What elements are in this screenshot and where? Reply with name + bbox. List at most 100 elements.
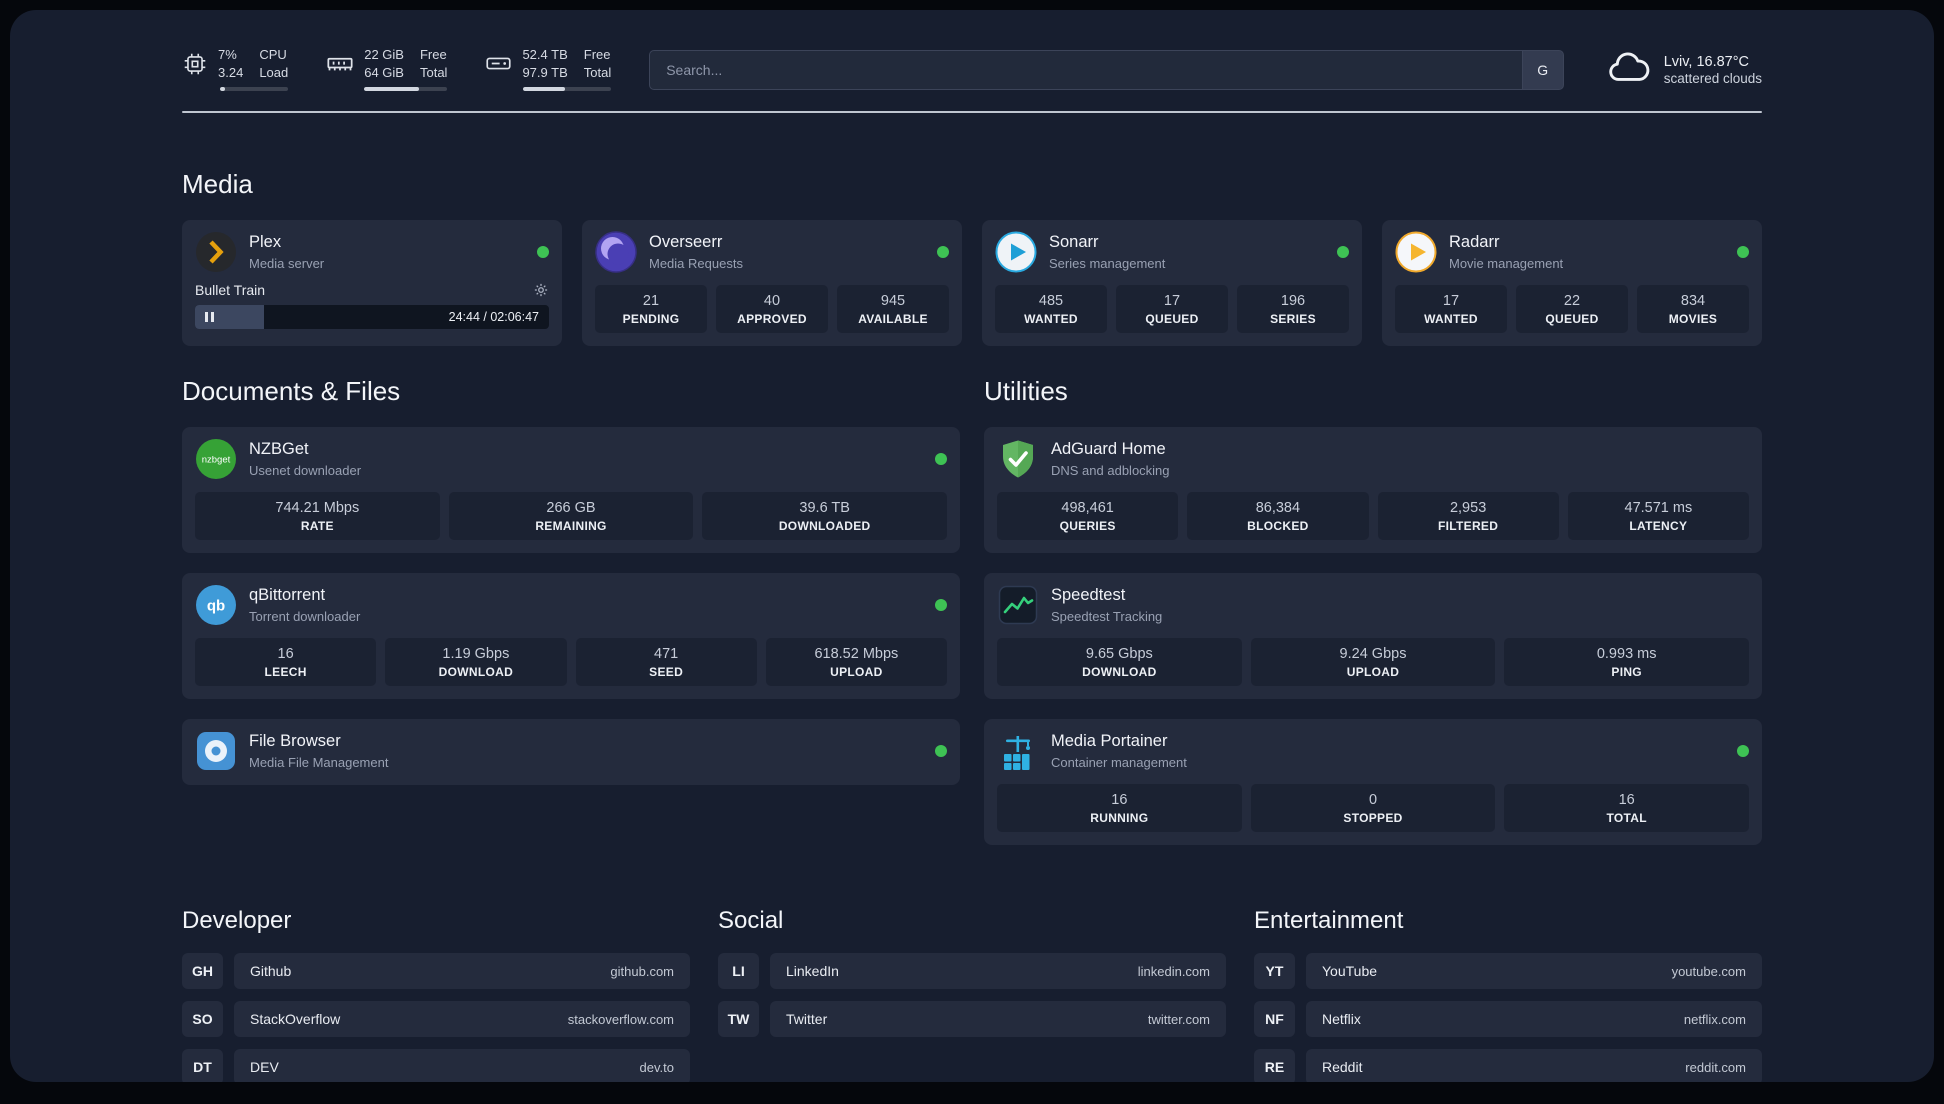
bookmark-abbr[interactable]: YT <box>1254 953 1295 989</box>
bookmark-link-stackoverflow[interactable]: StackOverflow stackoverflow.com <box>234 1001 690 1037</box>
bookmark-row: GH Github github.com <box>182 953 690 989</box>
ram-progress-track <box>364 87 448 92</box>
cpu-load-label: Load <box>259 64 289 80</box>
bookmark-group-title: Social <box>718 907 784 934</box>
status-dot <box>935 599 947 611</box>
cpu-label: CPU <box>259 46 287 62</box>
playback-progress-bar[interactable]: 24:44 / 02:06:47 <box>195 305 549 329</box>
app-name: Overseerr <box>649 233 723 252</box>
stat-label: QUEUED <box>1545 312 1599 326</box>
stat-value: 16 <box>277 646 294 662</box>
bookmark-row: NF Netflix netflix.com <box>1254 1001 1762 1037</box>
bookmark-name: Reddit <box>1322 1059 1363 1075</box>
bookmark-link-twitter[interactable]: Twitter twitter.com <box>770 1001 1226 1037</box>
stat-value: 16 <box>1111 792 1128 808</box>
speedtest-icon <box>997 584 1039 626</box>
stat-tile: 9.65 Gbps DOWNLOAD <box>997 638 1242 686</box>
stat-label: RATE <box>300 519 334 533</box>
app-subtitle: DNS and adblocking <box>1051 462 1170 478</box>
stat-value: 17 <box>1442 293 1460 309</box>
app-card-qbittorrent[interactable]: qb qBittorrent Torrent downloader 16 LEE… <box>182 573 960 699</box>
bookmark-abbr[interactable]: TW <box>718 1001 759 1037</box>
bookmark-link-reddit[interactable]: Reddit reddit.com <box>1306 1049 1762 1082</box>
app-card-overseerr[interactable]: Overseerr Media Requests 21 PENDING 40 A… <box>582 220 962 346</box>
gear-icon[interactable] <box>533 282 549 298</box>
bookmark-abbr[interactable]: LI <box>718 953 759 989</box>
stat-label: TOTAL <box>1606 811 1647 825</box>
stat-tile: 21 PENDING <box>595 285 707 333</box>
section-title-utilities: Utilities <box>984 376 1068 406</box>
bookmark-link-github[interactable]: Github github.com <box>234 953 690 989</box>
stat-value: 266 GB <box>546 500 596 516</box>
search-shortcut-button[interactable]: G <box>1521 49 1564 90</box>
bookmark-link-netflix[interactable]: Netflix netflix.com <box>1306 1001 1762 1037</box>
bookmark-url: linkedin.com <box>1137 963 1210 979</box>
bookmark-url: stackoverflow.com <box>567 1011 674 1027</box>
bookmark-abbr[interactable]: SO <box>182 1001 223 1037</box>
stat-value: 9.65 Gbps <box>1085 646 1153 662</box>
app-subtitle: Torrent downloader <box>249 608 361 624</box>
disk-usage-widget: 52.4 TB 97.9 TB Free Total <box>485 46 612 93</box>
documents-column: Documents & Files nzbget NZBGet Usenet d… <box>182 376 960 785</box>
app-card-portainer[interactable]: Media Portainer Container management 16 … <box>984 719 1762 845</box>
sonarr-icon <box>995 231 1037 273</box>
bookmark-group-title: Developer <box>182 907 292 934</box>
app-card-nzbget[interactable]: nzbget NZBGet Usenet downloader 744.21 M… <box>182 427 960 553</box>
weather-condition: scattered clouds <box>1663 70 1762 86</box>
app-name: File Browser <box>249 732 341 751</box>
app-card-speedtest[interactable]: Speedtest Speedtest Tracking 9.65 Gbps D… <box>984 573 1762 699</box>
stat-label: PING <box>1611 665 1642 679</box>
app-card-plex[interactable]: Plex Media server Bullet Train 24:44 / 0… <box>182 220 562 346</box>
disk-icon <box>485 50 512 77</box>
app-card-filebrowser[interactable]: File Browser Media File Management <box>182 719 960 785</box>
bookmark-group-entertainment: Entertainment YT YouTube youtube.com NF … <box>1254 907 1762 1082</box>
search-input[interactable] <box>649 49 1522 90</box>
two-column-area: Documents & Files nzbget NZBGet Usenet d… <box>182 376 1762 845</box>
app-card-radarr[interactable]: Radarr Movie management 17 WANTED 22 QUE… <box>1382 220 1762 346</box>
stat-value: 945 <box>880 293 906 309</box>
bookmark-abbr[interactable]: DT <box>182 1049 223 1082</box>
bookmark-name: Netflix <box>1322 1011 1361 1027</box>
disk-total-value: 97.9 TB <box>522 64 568 80</box>
bookmark-abbr[interactable]: RE <box>1254 1049 1295 1082</box>
bookmark-abbr[interactable]: GH <box>182 953 223 989</box>
disk-progress-track <box>523 87 612 92</box>
stat-label: WANTED <box>1424 312 1478 326</box>
disk-progress-fill <box>523 87 565 92</box>
stat-tile: 16 LEECH <box>195 638 377 686</box>
disk-total-label: Total <box>583 64 612 80</box>
topbar-divider <box>182 111 1762 113</box>
stat-label: LEECH <box>264 665 307 679</box>
search-bar: G <box>649 49 1564 90</box>
bookmark-group-social: Social LI LinkedIn linkedin.com TW Twitt… <box>718 907 1226 1082</box>
plex-icon <box>195 231 237 273</box>
stat-tile: 196 SERIES <box>1237 285 1349 333</box>
weather-location: Lviv, 16.87°C <box>1663 53 1750 70</box>
cpu-percent: 7% <box>218 46 237 62</box>
app-subtitle: Media Requests <box>649 255 743 271</box>
app-card-sonarr[interactable]: Sonarr Series management 485 WANTED 17 Q… <box>982 220 1362 346</box>
stat-tile: 17 QUEUED <box>1116 285 1228 333</box>
bookmark-name: StackOverflow <box>250 1011 341 1027</box>
cloud-icon <box>1606 44 1652 95</box>
bookmark-link-linkedin[interactable]: LinkedIn linkedin.com <box>770 953 1226 989</box>
bookmark-name: YouTube <box>1322 963 1378 979</box>
stat-label: QUEUED <box>1145 312 1199 326</box>
stat-label: FILTERED <box>1438 519 1499 533</box>
stat-tile: 0 STOPPED <box>1250 784 1496 832</box>
stat-value: 471 <box>654 646 679 662</box>
stat-tile: 834 MOVIES <box>1637 285 1749 333</box>
stat-label: WANTED <box>1024 312 1078 326</box>
bookmark-link-youtube[interactable]: YouTube youtube.com <box>1306 953 1762 989</box>
bookmark-link-dev[interactable]: DEV dev.to <box>234 1049 690 1082</box>
app-card-adguard[interactable]: AdGuard Home DNS and adblocking 498,461 … <box>984 427 1762 553</box>
bookmark-abbr[interactable]: NF <box>1254 1001 1295 1037</box>
stat-value: 0.993 ms <box>1596 646 1657 662</box>
stat-value: 9.24 Gbps <box>1339 646 1407 662</box>
pause-icon[interactable] <box>205 312 214 322</box>
bookmark-name: DEV <box>250 1059 279 1075</box>
bookmark-row: RE Reddit reddit.com <box>1254 1049 1762 1082</box>
ram-total-value: 64 GiB <box>364 64 404 80</box>
bookmark-name: Github <box>250 963 292 979</box>
stat-value: 17 <box>1163 293 1181 309</box>
